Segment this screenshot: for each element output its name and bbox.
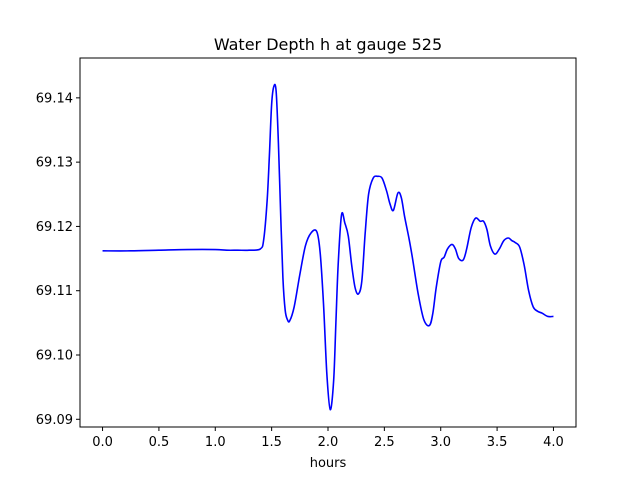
y-tick-label: 69.09 [36,413,73,428]
x-axis-label: hours [310,456,347,471]
y-tick-label: 69.11 [36,284,73,299]
y-tick-label: 69.13 [36,156,73,171]
x-tick-label: 1.5 [261,435,282,450]
x-axis: 0.0 0.5 1.0 1.5 2.0 2.5 3.0 3.5 4.0 [92,427,564,450]
x-tick-label: 2.5 [374,435,395,450]
x-tick-label: 4.0 [543,435,564,450]
x-tick-label: 0.0 [92,435,113,450]
series-layer [102,83,554,411]
y-tick-label: 69.14 [36,91,73,106]
x-tick-label: 1.0 [205,435,226,450]
y-axis: 69.09 69.10 69.11 69.12 69.13 69.14 [36,91,80,428]
series-line [102,83,554,411]
x-tick-label: 3.0 [430,435,451,450]
x-tick-label: 0.5 [149,435,170,450]
chart-title: Water Depth h at gauge 525 [214,35,442,54]
x-tick-label: 2.0 [318,435,339,450]
x-tick-label: 3.5 [487,435,508,450]
y-tick-label: 69.12 [36,220,73,235]
plot-area [80,58,576,427]
y-tick-label: 69.10 [36,349,73,364]
